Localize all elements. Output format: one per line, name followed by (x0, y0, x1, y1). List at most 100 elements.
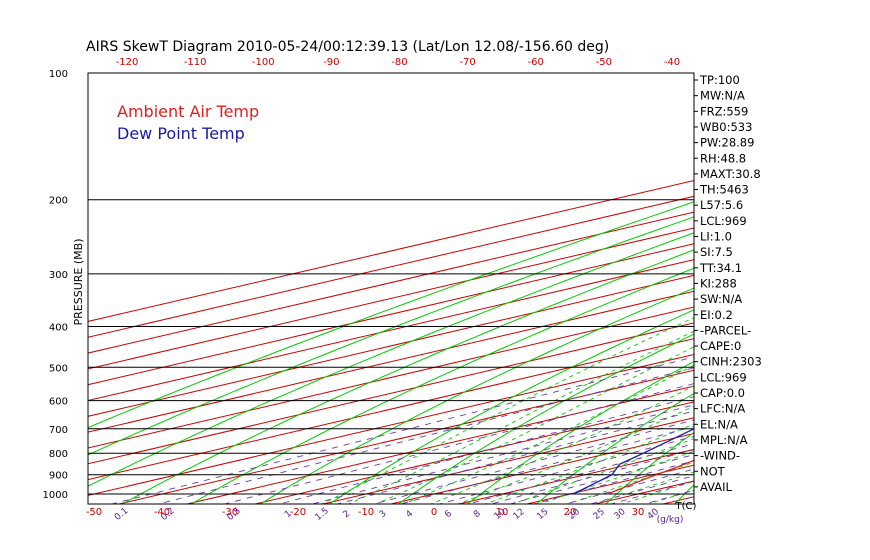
stat-value: NOT (700, 464, 726, 478)
legend-dew-point-temp: Dew Point Temp (117, 124, 245, 143)
mixing-ratio-tick-label: 25 (592, 507, 607, 522)
mixing-ratio-line (156, 367, 694, 504)
mixing-ratio-line (398, 426, 694, 504)
top-temp-tick-label: -90 (323, 57, 339, 68)
top-temp-tick-label: -120 (116, 57, 139, 68)
pressure-tick-label: 500 (49, 363, 68, 374)
moist-adiabat-line (375, 346, 694, 504)
stat-value: CAPE:0 (700, 339, 741, 353)
pressure-tick-label: 700 (49, 425, 68, 436)
moist-adiabat-line (647, 489, 694, 504)
legend: Ambient Air Temp Dew Point Temp (117, 102, 259, 143)
moist-adiabat-line (320, 317, 694, 504)
stat-value: MAXT:30.8 (700, 167, 761, 181)
dry-adiabat-line (813, 73, 870, 505)
mixing-ratio-tick-label: 1 (283, 509, 294, 520)
stat-value: PW:28.89 (700, 136, 754, 150)
stat-value: RH:48.8 (700, 151, 746, 165)
y-axis-label: PRESSURE (MB) (72, 239, 85, 326)
pressure-tick-label: 900 (49, 471, 68, 482)
top-temp-tick-label: -80 (391, 57, 407, 68)
mixing-ratio-line (222, 383, 694, 504)
mixing-ratio-tick-label: 8 (472, 509, 483, 521)
plot-frame (87, 72, 695, 505)
stat-value: LI:1.0 (700, 230, 732, 244)
moist-adiabat-line (456, 405, 694, 504)
stat-value: -WIND- (700, 449, 740, 463)
pressure-tick-label: 400 (49, 322, 68, 333)
stat-value: AVAIL (700, 480, 733, 494)
isotherm-line (88, 179, 694, 322)
mixing-ratio-tick-label: 0.1 (113, 506, 130, 523)
mixing-ratio-tick-label: 1.5 (314, 506, 331, 523)
mixing-ratio-line (588, 475, 694, 504)
top-temp-tick-label: -40 (664, 57, 680, 68)
mixing-ratio-tick-label: 4 (404, 509, 415, 521)
mixing-ratio-tick-label: 30 (613, 507, 628, 522)
mixing-ratio-tick-label: 2 (342, 509, 353, 520)
pressure-tick-label: 1000 (43, 490, 68, 501)
pressure-tick-label: 100 (49, 69, 68, 80)
dry-adiabat-line (259, 287, 694, 504)
isotherm-line (88, 338, 694, 481)
top-temp-tick-label: -60 (528, 57, 544, 68)
dry-adiabat-line (88, 201, 694, 429)
isotherm-line (88, 306, 694, 449)
bottom-temp-tick-label: -20 (290, 507, 306, 518)
bottom-temp-tick-label: 10 (496, 507, 509, 518)
isotherm-line (88, 322, 694, 465)
stat-value: L57:5.6 (700, 198, 743, 212)
stat-value: CINH:2303 (700, 355, 762, 369)
moist-adiabat-line (429, 385, 694, 504)
profile-layer (573, 428, 694, 495)
bottom-temp-tick-label: -50 (86, 507, 102, 518)
stat-value: CAP:0.0 (700, 386, 745, 400)
isotherm-line (88, 274, 694, 417)
pressure-tick-label: 800 (49, 449, 68, 460)
isotherm-line (88, 211, 694, 354)
isotherm-line (88, 353, 694, 496)
stat-value: LCL:969 (700, 214, 747, 228)
mixing-ratio-unit-label: (g/kg) (657, 515, 684, 525)
dry-adiabat-line (743, 73, 870, 505)
mixing-ratio-line (310, 404, 694, 504)
isotherm-line (88, 195, 694, 338)
stat-value: WB0:533 (700, 120, 752, 134)
bottom-temp-tick-label: 30 (632, 507, 645, 518)
pressure-tick-label: 600 (49, 397, 68, 408)
isotherm-line (456, 448, 694, 504)
mixing-ratio-tick-label: 6 (443, 509, 454, 521)
mixing-ratio-line (642, 489, 694, 504)
stat-value: TH:5463 (699, 183, 749, 197)
stat-value: LFC:N/A (700, 402, 745, 416)
chart-title: AIRS SkewT Diagram 2010-05-24/00:12:39.1… (86, 39, 609, 55)
top-temp-tick-label: -70 (459, 57, 475, 68)
bottom-temp-tick-label: -40 (154, 507, 170, 518)
stat-value: -PARCEL- (700, 323, 751, 337)
stat-value: SW:N/A (700, 292, 742, 306)
mixing-ratio-tick-label: 15 (535, 507, 550, 522)
mixing-ratio-tick-label: 12 (512, 507, 527, 522)
isotherm-line (88, 227, 694, 370)
isotherm-line (184, 385, 694, 504)
stat-value: FRZ:559 (700, 104, 748, 118)
mixing-ratio-line (508, 454, 694, 504)
stat-value: EI:0.2 (700, 308, 733, 322)
moist-adiabat-line (347, 330, 694, 504)
bottom-temp-tick-label: -30 (222, 507, 238, 518)
stat-value: LCL:969 (700, 370, 747, 384)
pressure-tick-label: 300 (49, 270, 68, 281)
mixing-ratio-line (277, 396, 694, 504)
mixing-ratio-line (437, 435, 694, 504)
dewpoint-profile-line (573, 428, 694, 495)
bottom-temp-tick-label: 0 (431, 507, 437, 518)
dry-adiabat-line (88, 216, 694, 456)
stat-value: MW:N/A (700, 89, 745, 103)
bottom-temp-tick-label: 20 (564, 507, 577, 518)
stat-value: TP:100 (699, 73, 740, 87)
top-temp-tick-label: -110 (184, 57, 207, 68)
moist-adiabat-line (511, 438, 694, 504)
pressure-tick-label: 200 (49, 196, 68, 207)
